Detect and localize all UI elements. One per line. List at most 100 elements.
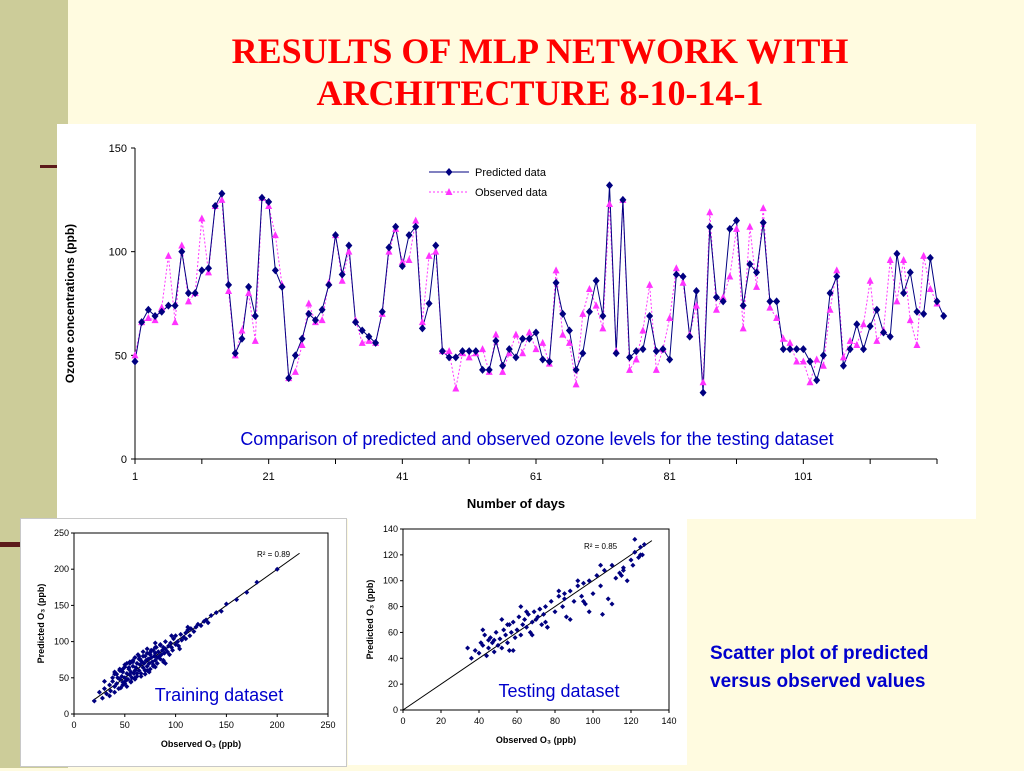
predicted-point (679, 272, 687, 281)
predicted-point (585, 307, 593, 316)
observed-point (452, 384, 460, 392)
observed-point (873, 336, 881, 344)
predicted-point (191, 289, 199, 298)
scatter-point (503, 632, 509, 638)
legend-observed-label: Observed data (475, 187, 548, 199)
y-tick-label: 140 (383, 524, 398, 534)
predicted-point (646, 311, 654, 320)
scatter-point (638, 552, 643, 558)
testing-scatter-panel: 0 20 40 60 80 100 120 140 0 20 40 60 80 100 120 140 Obse… (348, 518, 687, 765)
scatter-point (141, 660, 147, 666)
observed-point (813, 355, 821, 363)
predicted-point (739, 301, 747, 310)
observed-point (479, 345, 487, 353)
y-tick-label: 120 (383, 550, 398, 560)
plot-area (402, 528, 670, 711)
scatter-point (579, 593, 585, 599)
y-tick-label: 20 (388, 679, 398, 689)
observed-point (338, 276, 346, 284)
predicted-point (699, 388, 707, 397)
scatter-point (544, 624, 550, 630)
scatter-point (586, 609, 592, 615)
scatter-point (142, 671, 148, 677)
predicted-point (405, 231, 413, 240)
scatter-point (137, 662, 143, 668)
observed-point (920, 251, 928, 259)
scatter-point (170, 647, 176, 653)
scatter-point (562, 596, 567, 602)
x-tick-label: 21 (263, 471, 275, 483)
y-axis-title: Predicted O₃ (ppb) (365, 580, 375, 660)
x-axis-title: Number of days (467, 496, 565, 511)
scatter-point (581, 598, 586, 604)
scatter-point (157, 642, 163, 648)
observed-point (833, 266, 841, 274)
legend-observed-marker (445, 188, 453, 195)
observed-point (218, 195, 226, 203)
observed-point (445, 347, 453, 355)
observed-point (298, 340, 306, 348)
predicted-point (332, 231, 339, 240)
scatter-point (171, 636, 177, 642)
predicted-point (866, 322, 874, 331)
scatter-point (117, 676, 123, 682)
observed-point (418, 318, 426, 326)
scatter-point (137, 657, 143, 663)
predicted-point (806, 357, 814, 366)
observed-point (819, 361, 827, 369)
scatter-point (628, 557, 634, 563)
scatter-point (543, 619, 548, 625)
observed-point (793, 357, 801, 365)
predicted-point (298, 334, 306, 343)
scatter-point (274, 566, 280, 572)
scatter-point (609, 601, 615, 607)
predicted-point (505, 345, 513, 354)
y-tick-label: 60 (388, 627, 398, 637)
r-squared-label: R² = 0.89 (257, 550, 291, 559)
predicted-point (158, 307, 166, 316)
scatter-point (486, 645, 491, 651)
scatter-point (516, 614, 522, 620)
scatter-point (96, 689, 102, 695)
scatter-point (522, 617, 528, 622)
scatter-point (152, 640, 158, 646)
predicted-point (492, 336, 500, 345)
scatter-point (524, 624, 529, 630)
predicted-point (198, 266, 206, 275)
predicted-point (178, 247, 186, 256)
predicted-point (940, 311, 948, 320)
x-tick-label: 61 (530, 471, 542, 483)
y-axis-title: Predicted O₃ (ppb) (36, 584, 46, 664)
testing-scatter-chart: 0 20 40 60 80 100 120 140 0 20 40 60 80 100 120 140 Obse… (365, 524, 677, 745)
scatter-point (213, 610, 219, 616)
predicted-point (565, 326, 573, 335)
scatter-point (594, 573, 600, 579)
predicted-point (626, 353, 634, 362)
scatter-point (619, 573, 624, 579)
legend-predicted-label: Predicted data (475, 167, 547, 179)
x-tick-label: 60 (512, 716, 522, 726)
scatter-point (598, 562, 604, 568)
predicted-series-line (134, 185, 945, 393)
scatter-point (254, 579, 260, 585)
observed-point (626, 365, 634, 373)
scatter-point (193, 624, 199, 630)
scatter-caption-line-1: Scatter plot of predicted (710, 643, 929, 664)
scatter-point (144, 668, 150, 674)
predicted-point (425, 299, 433, 308)
predicted-point (499, 361, 507, 370)
chart-annotation: Comparison of predicted and observed ozo… (240, 429, 833, 449)
scatter-point (99, 695, 105, 701)
scatter-point (605, 596, 611, 602)
scatter-point (641, 542, 647, 548)
predicted-point (833, 272, 841, 281)
scatter-point (198, 623, 204, 629)
observed-point (238, 326, 246, 334)
scatter-point (110, 675, 116, 681)
x-tick-label: 140 (661, 716, 676, 726)
scatter-point (575, 578, 581, 584)
scatter-point (620, 567, 626, 573)
predicted-point (619, 195, 627, 204)
scatter-point (624, 578, 630, 584)
observed-point (519, 349, 527, 357)
